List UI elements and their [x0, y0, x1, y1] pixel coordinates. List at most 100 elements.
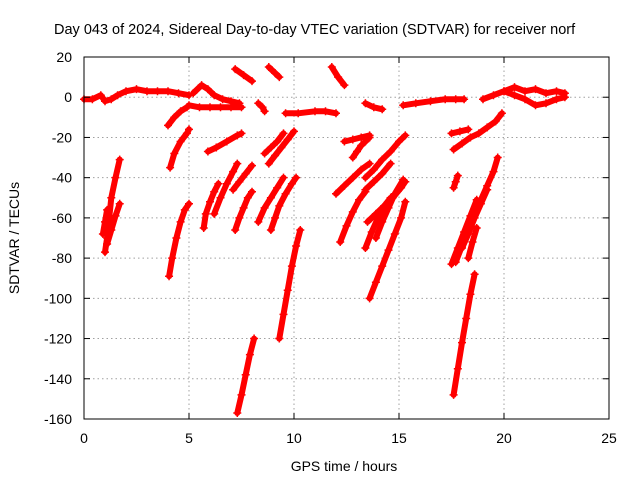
data-point	[254, 99, 263, 108]
data-point	[250, 334, 259, 343]
data-point	[143, 87, 151, 96]
data-point	[222, 179, 231, 188]
series-arc-9h-d	[260, 129, 288, 158]
data-point	[107, 95, 116, 104]
data-point	[101, 97, 109, 106]
x-tick-label: 5	[185, 430, 193, 446]
data-point	[174, 89, 183, 98]
data-point	[560, 93, 569, 102]
data-point	[292, 242, 301, 251]
data-point	[340, 81, 349, 90]
data-point	[378, 217, 387, 226]
data-point	[264, 159, 273, 168]
series-arc-12h-d	[348, 133, 374, 162]
data-point	[342, 221, 351, 230]
data-point	[365, 159, 374, 168]
data-point	[279, 310, 288, 319]
data-point	[336, 238, 345, 247]
data-point	[386, 159, 395, 168]
data-point	[464, 229, 473, 238]
data-point	[170, 113, 179, 122]
data-point	[172, 234, 181, 242]
data-point	[216, 193, 225, 202]
data-point	[275, 201, 284, 210]
data-point	[399, 175, 408, 184]
data-point	[245, 350, 254, 359]
data-point	[281, 109, 290, 118]
data-point	[542, 99, 550, 108]
data-point	[164, 87, 172, 96]
data-point	[311, 107, 319, 116]
series-arc-9h-b	[266, 173, 301, 234]
data-point	[348, 153, 357, 162]
data-point	[361, 173, 370, 182]
data-point	[229, 185, 238, 194]
data-point	[441, 95, 450, 104]
data-point	[283, 135, 292, 144]
data-point	[451, 258, 460, 267]
series-arc-18h-d	[449, 171, 462, 192]
data-point	[275, 73, 284, 82]
series-trace	[104, 200, 123, 247]
series-arc-14h-b	[365, 197, 410, 303]
data-point	[266, 193, 275, 202]
data-point	[399, 101, 408, 110]
data-point	[287, 179, 296, 188]
data-point	[357, 133, 366, 142]
data-point	[369, 177, 378, 186]
data-point	[243, 193, 252, 202]
series-arc-drop-4h	[165, 199, 193, 281]
data-point	[397, 213, 406, 222]
data-point	[201, 209, 210, 218]
data-point	[277, 143, 286, 152]
data-point	[470, 213, 479, 222]
data-point	[237, 129, 246, 138]
data-point	[203, 85, 212, 94]
data-point	[401, 197, 410, 206]
data-point	[332, 109, 340, 118]
data-point	[460, 95, 469, 104]
data-point	[165, 272, 174, 281]
data-point	[115, 155, 124, 164]
y-axis-label: SDTVAR / TECUs	[6, 182, 22, 294]
data-point	[218, 95, 227, 104]
data-point	[189, 89, 198, 98]
data-point	[361, 185, 370, 194]
data-point	[369, 103, 378, 112]
series-arc-18h-f	[447, 125, 473, 138]
data-point	[521, 95, 529, 104]
data-point	[273, 137, 282, 146]
plot-frame	[83, 56, 610, 420]
data-point	[455, 127, 464, 136]
data-point	[296, 225, 305, 234]
data-point	[210, 91, 219, 100]
x-axis-label: GPS time / hours	[291, 458, 398, 474]
series-arc-near-zero-4	[281, 107, 340, 118]
series-trace	[166, 200, 192, 280]
data-point	[229, 167, 238, 176]
data-point	[378, 155, 387, 164]
data-point	[235, 177, 244, 186]
series-arc-near-zero-8	[500, 87, 569, 110]
data-point	[233, 408, 242, 417]
series-arc-6h-b	[203, 129, 246, 156]
data-point	[113, 91, 122, 100]
series-arc-18h-c	[458, 185, 492, 253]
data-point	[491, 117, 500, 126]
data-point	[233, 159, 242, 168]
data-point	[361, 244, 370, 253]
data-point	[327, 63, 336, 72]
data-point	[248, 161, 256, 170]
data-point	[411, 99, 420, 108]
data-point	[483, 123, 492, 132]
data-point	[241, 169, 250, 178]
data-point	[348, 207, 357, 216]
data-point	[166, 163, 175, 172]
x-tick-label: 20	[496, 430, 512, 446]
series-arc-12h-b	[332, 159, 374, 198]
x-tick-label: 25	[601, 430, 617, 446]
data-point	[451, 95, 460, 104]
series-arc-upper-3	[327, 63, 349, 90]
data-point	[283, 286, 292, 295]
series-arc-near-zero-1	[80, 85, 193, 106]
